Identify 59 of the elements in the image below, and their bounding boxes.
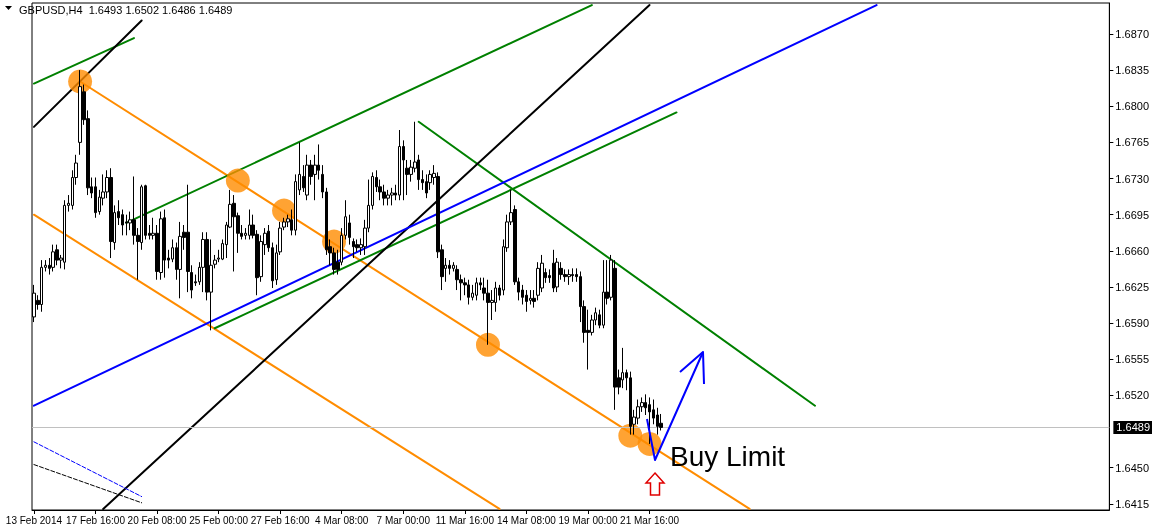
y-tick-label: 1.6800 [1115,100,1150,113]
candlestick [629,371,632,436]
candlestick [571,267,574,283]
candlestick [475,277,478,301]
candlestick [613,259,617,411]
x-tick-label: 13 Feb 2014 [5,514,63,526]
candlestick [125,214,128,236]
candlestick [109,167,113,259]
candlestick [40,259,43,313]
x-tick-label: 19 Mar 00:00 [558,514,618,526]
y-tick-label: 1.6695 [1115,208,1150,221]
candlestick [178,221,182,299]
x-tick-label: 25 Feb 00:00 [189,514,249,526]
candlestick [602,259,605,329]
candlestick [352,237,355,259]
y-tick-label: 1.6450 [1115,461,1150,474]
x-tick-label: 20 Feb 08:00 [127,514,187,526]
y-tick-label: 1.6625 [1115,280,1150,293]
candlestick [51,244,55,272]
candlestick [425,173,428,199]
candlestick [305,154,309,201]
candlestick [386,189,390,206]
x-tick-label: 11 Mar 16:00 [435,514,495,526]
candlestick [94,177,97,219]
candlestick [648,396,651,445]
y-tick-label: 1.6730 [1115,172,1150,185]
candlestick [467,279,470,306]
candlestick [63,199,66,270]
y-tick-label: 1.6660 [1115,244,1150,257]
y-tick-label: 1.6590 [1115,317,1150,330]
y-tick-label: 1.6765 [1115,136,1150,149]
point [225,168,250,193]
chart-title: GBPUSD,H4 1.6493 1.6502 1.6486 1.6489 [19,3,233,16]
candlestick [552,249,555,293]
annotation: Buy Limit [670,441,786,473]
candlestick [232,194,236,272]
y-tick-label: 1.6415 [1115,497,1150,510]
x-tick-label: 17 Feb 16:00 [66,514,126,526]
x-tick-label: 21 Mar 16:00 [620,514,680,526]
y-tick-label: 1.6555 [1115,353,1150,366]
y-tick-label: 1.6870 [1115,27,1150,40]
candlestick [163,209,166,279]
y-tick-label: 1.6520 [1115,389,1150,402]
x-tick-label: 14 Mar 08:00 [496,514,557,526]
x-tick-label: 27 Feb 16:00 [250,514,311,526]
candlestick [486,279,490,346]
point [475,332,500,357]
candlestick [382,184,386,206]
candlestick [78,69,82,156]
y-tick-label: 1.6835 [1115,64,1150,77]
x-tick-label: 7 Mar 00:00 [376,514,431,526]
candlestick [390,187,394,206]
candlestick [248,209,251,240]
candlestick [525,289,528,313]
candlestick [159,211,163,281]
candlestick [398,129,401,201]
ref-line-label: 1.6489 [1116,421,1151,434]
x-tick-label: 4 Mar 08:00 [315,514,369,526]
candlestick [567,268,571,286]
